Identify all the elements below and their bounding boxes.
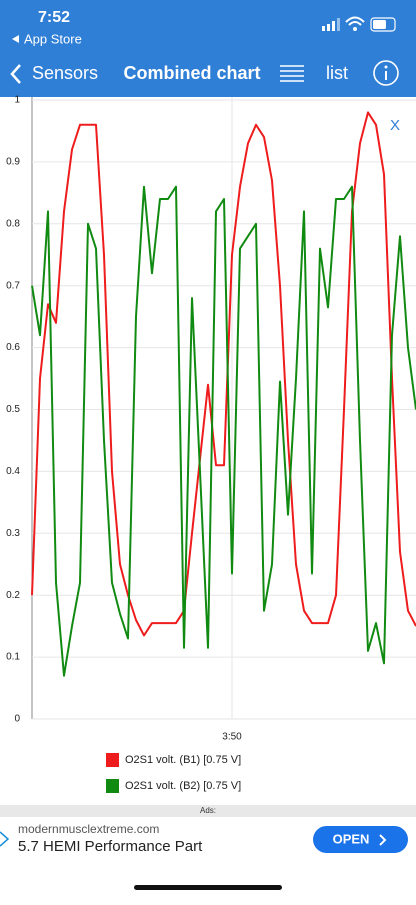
ad-button-label[interactable]: OPEN bbox=[333, 831, 370, 846]
close-chart[interactable]: X bbox=[390, 117, 400, 134]
y-tick-label: 1 bbox=[14, 95, 20, 106]
y-tick-label: 0.1 bbox=[6, 652, 20, 663]
y-tick-label: 0.6 bbox=[6, 342, 20, 353]
legend-swatch bbox=[106, 779, 119, 793]
info-button[interactable] bbox=[373, 60, 399, 86]
back-app[interactable]: App Store bbox=[24, 31, 82, 46]
series-line bbox=[31, 185, 416, 677]
ad-headline[interactable]: 5.7 HEMI Performance Part bbox=[18, 838, 203, 855]
nav-title: Combined chart bbox=[123, 63, 260, 83]
y-tick-label: 0.5 bbox=[6, 404, 20, 415]
ad-button[interactable] bbox=[313, 826, 408, 853]
home-indicator bbox=[134, 885, 282, 890]
legend-label: O2S1 volt. (B2) [0.75 V] bbox=[125, 780, 241, 792]
back-app-icon[interactable] bbox=[12, 35, 19, 43]
wifi-icon bbox=[345, 16, 365, 26]
y-tick-label: 0.8 bbox=[6, 218, 20, 229]
back-button[interactable]: Sensors bbox=[32, 63, 98, 83]
ad-header-bg bbox=[0, 805, 416, 817]
ad-heading: Ads: bbox=[200, 806, 216, 815]
y-tick-label: 0.7 bbox=[6, 280, 20, 291]
y-tick-label: 0.3 bbox=[6, 528, 20, 539]
wifi-dot bbox=[353, 27, 357, 31]
list-icon[interactable] bbox=[280, 65, 304, 82]
battery-level bbox=[373, 20, 386, 29]
plot: 0 0.1 0.2 0.3 0.4 0.5 0.6 0.7 0.8 0.9 1 3:50 O2S1 vo… bbox=[6, 95, 416, 793]
back-chevron[interactable] bbox=[10, 64, 21, 84]
ad-icon bbox=[0, 831, 10, 847]
y-tick-label: 0.2 bbox=[6, 590, 20, 601]
battery bbox=[370, 17, 396, 32]
y-tick-label: 0.4 bbox=[6, 466, 20, 477]
clock: 7:52 bbox=[38, 9, 70, 26]
signal-icon bbox=[322, 18, 340, 31]
legend-swatch bbox=[106, 753, 119, 767]
legend-label: O2S1 volt. (B1) [0.75 V] bbox=[125, 754, 241, 766]
x-tick-label: 3:50 bbox=[222, 732, 242, 743]
list-button[interactable]: list bbox=[326, 63, 348, 83]
ad-domain[interactable]: modernmusclextreme.com bbox=[18, 822, 159, 836]
y-tick-label: 0.9 bbox=[6, 157, 20, 168]
header-bg bbox=[0, 0, 416, 97]
ad-button-chevron bbox=[379, 834, 387, 846]
y-tick-label: 0 bbox=[14, 714, 20, 725]
